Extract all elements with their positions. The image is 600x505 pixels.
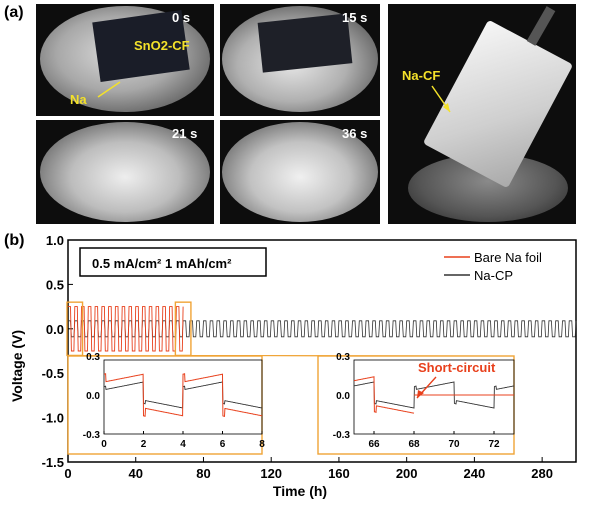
- x-tick-label: 160: [328, 466, 350, 481]
- plot-frame: [67, 239, 577, 463]
- inset-axes: [353, 359, 515, 435]
- x-tick-label: 120: [260, 466, 282, 481]
- y-tick-label: 1.0: [46, 233, 64, 248]
- y-tick-label: 0.0: [46, 322, 64, 337]
- na-arrow: [97, 81, 121, 98]
- inset-y-tick-label: -0.3: [333, 430, 351, 441]
- x-tick-label: 40: [128, 466, 142, 481]
- photo-time-label: 15 s: [342, 10, 368, 25]
- photo-time-label: 36 s: [342, 126, 368, 141]
- inset-1: 0 2 4 6 8 0.3 0.0 -0.3: [67, 352, 265, 455]
- x-tick-label: 80: [196, 466, 210, 481]
- x-axis-label: Time (h): [273, 483, 327, 499]
- photo-time-label: 0 s: [172, 10, 191, 25]
- y-axis-label: Voltage (V): [9, 330, 25, 402]
- na-cf-arrow: [431, 85, 451, 113]
- inset-frame: [67, 355, 263, 455]
- inset-x-tick-label: 66: [368, 439, 380, 450]
- legend-label-nacp: Na-CP: [474, 268, 513, 283]
- inset-series-nacp: [353, 381, 515, 409]
- x-tick-label: 240: [464, 466, 486, 481]
- legend-label-bare: Bare Na foil: [474, 250, 542, 265]
- inset-series-bare: [353, 376, 415, 414]
- x-tick-label: 0: [64, 466, 71, 481]
- inset-x-tick-label: 68: [408, 439, 420, 450]
- y-tick-label: -1.0: [42, 411, 64, 426]
- photo-0s: 0 s SnO2-CF Na: [36, 4, 214, 116]
- inset-2: 66 68 70 72 0.3 0.0 -0.3: [317, 352, 515, 455]
- short-circuit-arrowhead: [417, 390, 424, 398]
- series-line-bare: [68, 306, 184, 352]
- inset-y-tick-label: 0.0: [336, 391, 350, 402]
- series-line-nacp: [68, 320, 577, 338]
- photo-15s: 15 s: [220, 4, 380, 116]
- inset-frame: [317, 355, 515, 455]
- inset-x-tick-label: 70: [448, 439, 460, 450]
- sno2-cf-label: SnO2-CF: [134, 38, 190, 53]
- inset-x-tick-label: 4: [180, 439, 186, 450]
- na-label: Na: [70, 92, 87, 107]
- inset-x-tick-label: 0: [101, 439, 107, 450]
- na-cf-label: Na-CF: [402, 68, 441, 83]
- photo-na-cf: Na-CF: [388, 4, 576, 224]
- photo-21s: 21 s: [36, 120, 214, 224]
- y-tick-label: -1.5: [42, 455, 64, 470]
- conditions-label: 0.5 mA/cm² 1 mAh/cm²: [92, 256, 232, 271]
- x-tick-label: 280: [531, 466, 553, 481]
- panel-a-label: (a): [4, 4, 24, 21]
- inset-series-bare: [103, 373, 263, 418]
- inset-y-tick-label: 0.0: [86, 391, 100, 402]
- y-tick-label: -0.5: [42, 366, 64, 381]
- conditions-box: [79, 247, 267, 277]
- y-tick-label: 0.5: [46, 277, 64, 292]
- inset-x-tick-label: 72: [488, 439, 500, 450]
- photo-36s: 36 s: [220, 120, 380, 224]
- inset-y-tick-label: 0.3: [86, 352, 100, 363]
- short-circuit-label: Short-circuit: [418, 360, 496, 375]
- legend: Bare Na foil Na-CP: [444, 250, 542, 283]
- photo-time-label: 21 s: [172, 126, 198, 141]
- inset-x-tick-label: 2: [141, 439, 147, 450]
- inset-x-tick-label: 8: [259, 439, 265, 450]
- inset-x-tick-label: 6: [220, 439, 226, 450]
- x-tick-label: 200: [396, 466, 418, 481]
- inset-y-tick-label: -0.3: [83, 430, 101, 441]
- inset-y-tick-label: 0.3: [336, 352, 350, 363]
- panel-b-label: (b): [4, 232, 25, 249]
